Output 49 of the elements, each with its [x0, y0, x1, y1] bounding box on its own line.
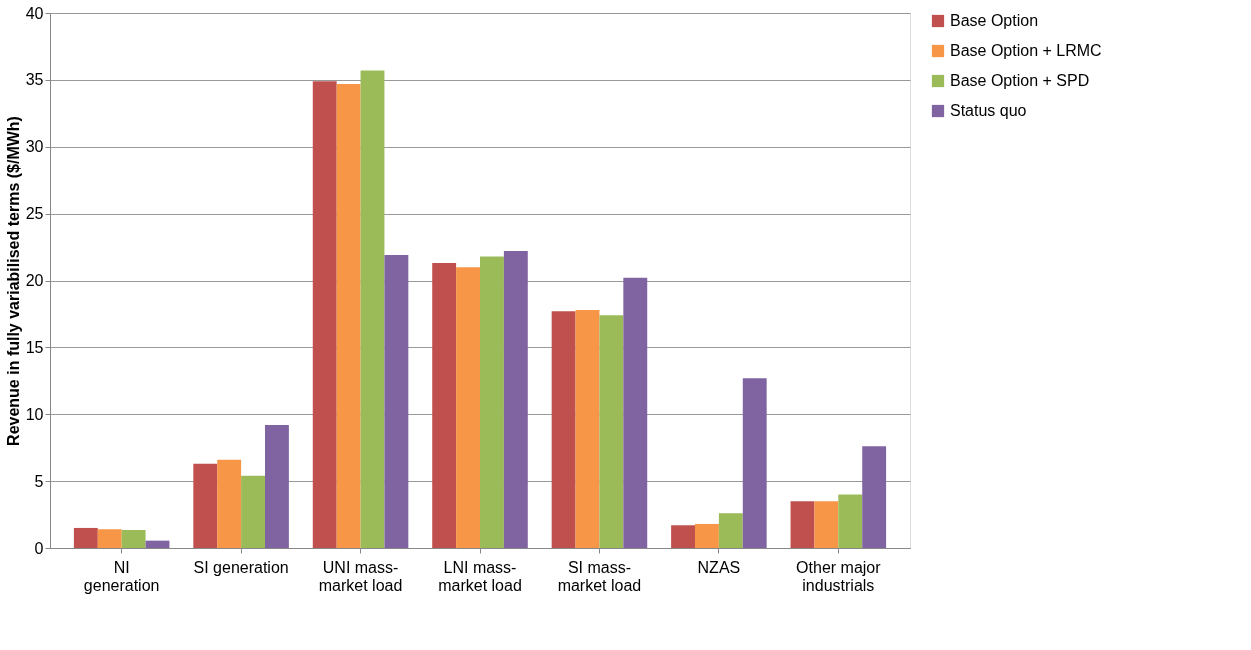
bar: [265, 424, 289, 548]
x-tick-label: LNI mass- market load: [438, 558, 522, 594]
x-tick-label: UNI mass- market load: [318, 558, 403, 594]
x-tick-label: NZAS: [697, 558, 741, 576]
bar: [456, 267, 480, 548]
bar: [671, 525, 695, 548]
bar: [121, 529, 146, 548]
bar: [503, 251, 528, 548]
bar: [217, 459, 242, 548]
y-tick-label: 15: [25, 338, 44, 356]
legend-label: Status quo: [950, 102, 1027, 119]
bar: [695, 523, 719, 548]
bar: [814, 501, 839, 548]
legend-label: Base Option + LRMC: [950, 42, 1102, 59]
x-tick-label: Other major industrials: [796, 558, 882, 594]
legend-label: Base Option: [950, 12, 1039, 29]
bar: [718, 513, 743, 548]
bar: [623, 277, 648, 548]
bar: [742, 378, 767, 548]
bar: [312, 81, 337, 548]
legend-label: Base Option + SPD: [950, 72, 1090, 89]
y-tick-label: 30: [25, 138, 44, 156]
y-tick-label: 20: [25, 272, 44, 289]
y-tick-label: 5: [34, 472, 44, 490]
bar: [838, 494, 863, 548]
bar: [193, 463, 218, 548]
y-tick-label: 35: [25, 71, 44, 89]
x-tick-label: NI generation: [83, 558, 160, 594]
y-tick-label: 0: [34, 539, 44, 557]
y-axis-title: Revenue in fully variabilised terms ($/MWh): [4, 116, 22, 446]
y-tick-label: 25: [25, 205, 44, 223]
bar: [336, 83, 361, 548]
bar: [384, 255, 409, 548]
bar: [73, 527, 98, 548]
bar: [145, 540, 170, 548]
bar: [790, 501, 815, 548]
bar: [862, 446, 887, 548]
x-tick-label: SI mass- market load: [557, 558, 642, 594]
y-tick-label: 40: [25, 4, 44, 22]
bar: [241, 475, 265, 548]
bar: [599, 315, 624, 548]
x-tick-label: SI generation: [193, 558, 289, 576]
bar: [360, 70, 385, 548]
bar: [575, 309, 600, 548]
y-tick-label: 10: [25, 405, 44, 423]
bar: [551, 311, 576, 548]
bar: [432, 263, 457, 548]
bar: [97, 529, 122, 548]
bar: [480, 256, 504, 548]
